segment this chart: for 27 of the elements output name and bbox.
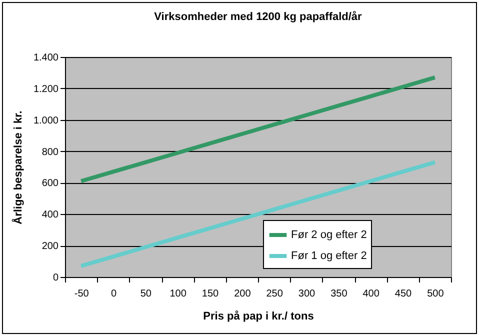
x-tick-label: 450 [394, 288, 412, 300]
x-tick-label: 500 [427, 288, 444, 300]
x-tick-label: 100 [170, 288, 187, 300]
y-tick-label: 400 [42, 210, 59, 221]
y-tick-label: 1.200 [33, 84, 59, 95]
y-tick-label: 800 [42, 146, 59, 158]
x-tick-label: 150 [202, 288, 220, 300]
x-tick-label: -50 [74, 288, 90, 300]
y-tick-label: 600 [42, 178, 59, 190]
line-series [79, 160, 437, 268]
legend-label: Før 2 og efter 2 [291, 229, 367, 241]
y-tick-label: 1.400 [33, 52, 59, 64]
x-tick-label: 50 [140, 288, 152, 300]
x-tick-label: 250 [266, 288, 284, 300]
x-tick-label: 300 [298, 288, 316, 300]
x-axis-title: Pris på pap i kr./ tons [203, 310, 314, 322]
legend-label: Før 1 og efter 2 [291, 250, 367, 262]
line-series [79, 75, 437, 184]
chart-title: Virksomheder med 1200 kg papaffald/år [154, 10, 363, 23]
x-tick-label: 0 [110, 288, 117, 300]
x-tick-label: 200 [234, 288, 252, 300]
y-tick-label: 1.000 [33, 115, 59, 126]
x-tick-label: 350 [330, 288, 348, 300]
y-axis-title: Årlige besparelse i kr. [11, 110, 24, 224]
y-tick-label: 0 [52, 272, 59, 284]
x-tick-label: 400 [362, 288, 380, 300]
y-tick-label: 200 [42, 241, 59, 252]
